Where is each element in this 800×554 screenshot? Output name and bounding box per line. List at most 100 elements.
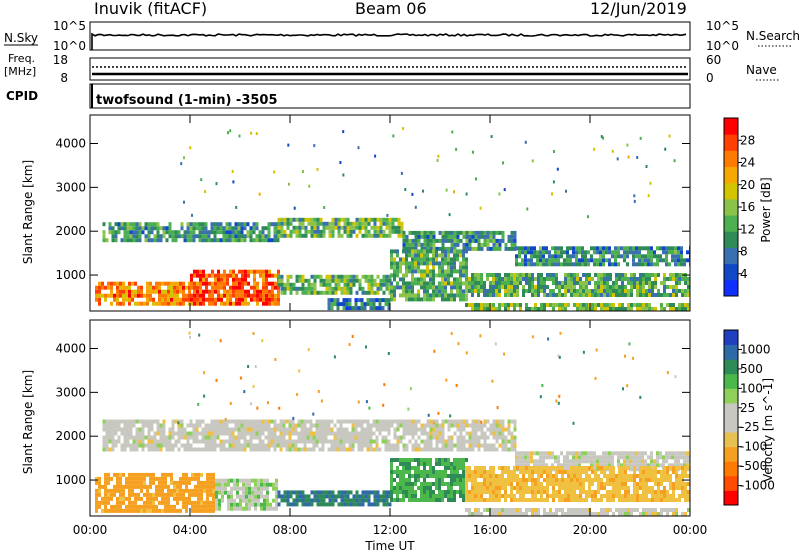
x-tick-label: 16:00 (473, 523, 508, 537)
colorbar-swatch (724, 402, 738, 418)
y-tick-label: 1000 (55, 473, 86, 487)
velocity-echo-band (95, 472, 215, 513)
power-echo-band (515, 246, 690, 267)
colorbar-swatch (724, 475, 738, 491)
frequency-panel: Freq. [MHz] 18 8 60 0 Nave (4, 52, 780, 85)
colorbar-swatch (724, 182, 738, 200)
velocity-echo-band (465, 466, 690, 502)
y-tick-label: 4000 (55, 342, 86, 356)
power-echo-band (465, 273, 690, 297)
colorbar-tick-label: 12 (740, 222, 755, 236)
colorbar-swatch (724, 359, 738, 375)
colorbar-tick-label: -1000 (740, 479, 775, 493)
colorbar-frame (723, 329, 739, 506)
freq-left-tick-bottom: 8 (60, 71, 68, 85)
nsearch-label: N.Search (746, 29, 800, 43)
beam-title: Beam 06 (355, 0, 427, 18)
velocity-ylabel: Slant Range [km] (21, 370, 35, 474)
colorbar-tick-label: 100 (740, 381, 763, 395)
x-tick-label: 20:00 (573, 523, 608, 537)
velocity-echo-band (515, 451, 690, 472)
power-ylabel: Slant Range [km] (21, 160, 35, 264)
cpid-label: CPID (6, 89, 38, 103)
power-echo-band (327, 298, 391, 311)
cpid-panel: CPID twofsound (1-min) -3505 (6, 83, 691, 109)
power-echo-band (465, 303, 690, 311)
colorbar-swatch (724, 330, 738, 346)
colorbar-tick-label: -500 (740, 459, 767, 473)
freq-right-tick-bottom: 0 (706, 71, 714, 85)
colorbar-swatch (724, 344, 738, 360)
colorbar-tick-label: -25 (740, 420, 760, 434)
velocity-colorbar-label: Velocity [m s^-1] (761, 378, 775, 482)
date-title: 12/Jun/2019 (590, 0, 687, 18)
colorbar-swatch (724, 231, 738, 248)
velocity-echo-band (215, 478, 278, 511)
nave-label: Nave (746, 63, 777, 77)
velocity-echo-band (390, 458, 468, 502)
site-title: Inuvik (fitACF) (94, 0, 207, 18)
x-tick-label: 00:00 (673, 523, 708, 537)
power-echo-band (95, 281, 191, 306)
x-tick-label: 00:00 (73, 523, 108, 537)
cpid-text: twofsound (1-min) -3505 (96, 93, 278, 108)
x-tick-label: 12:00 (373, 523, 408, 537)
colorbar-tick-label: 25 (740, 401, 755, 415)
power-echo-band (102, 222, 280, 243)
y-tick-label: 3000 (55, 385, 86, 399)
colorbar-swatch (724, 461, 738, 477)
power-echo-band (390, 249, 468, 302)
colorbar-swatch (724, 247, 738, 265)
colorbar-swatch (724, 373, 738, 389)
power-echo-band (190, 269, 280, 306)
freq-right-tick-top: 60 (706, 53, 721, 67)
power-echo-band (277, 217, 404, 238)
colorbar-tick-label: 500 (740, 362, 763, 376)
velocity-echo-band (277, 490, 392, 507)
colorbar-swatch (724, 215, 738, 232)
colorbar-tick-label: 8 (740, 245, 748, 259)
velocity-heatmap-panel: 1000 2000 3000 4000 00:00 04:00 08:00 12:00 16:0… (55, 319, 708, 537)
colorbar-swatch (724, 263, 738, 281)
y-tick-label: 3000 (55, 180, 86, 194)
velocity-echo-cells (95, 331, 690, 516)
power-colorbar-label: Power [dB] (759, 177, 773, 242)
colorbar-tick-label: 28 (740, 133, 755, 147)
colorbar-tick-label: 16 (740, 200, 755, 214)
noise-right-tick-top: 10^5 (706, 19, 739, 33)
colorbar-swatch (724, 198, 738, 216)
time-xlabel: Time UT (364, 539, 415, 553)
x-tick-label: 04:00 (173, 523, 208, 537)
colorbar-tick-label: 24 (740, 156, 755, 170)
power-echo-cells (95, 127, 690, 311)
nsky-label: N.Sky (4, 31, 38, 45)
colorbar-tick-label: -100 (740, 440, 767, 454)
colorbar-swatch (724, 446, 738, 462)
y-tick-label: 2000 (55, 429, 86, 443)
y-tick-label: 1000 (55, 268, 86, 282)
velocity-echo-band (465, 508, 690, 516)
colorbar-swatch (724, 490, 738, 506)
velocity-echo-band (102, 419, 517, 452)
colorbar-swatch (724, 417, 738, 433)
colorbar-swatch (724, 134, 738, 151)
freq-label: Freq. (8, 52, 35, 65)
colorbar-tick-label: 20 (740, 178, 755, 192)
noise-left-tick-bottom: 10^0 (53, 39, 86, 53)
y-tick-label: 2000 (55, 224, 86, 238)
colorbar-swatch (724, 150, 738, 168)
freq-left-tick-top: 18 (53, 53, 68, 67)
power-echo-band (277, 274, 392, 295)
power-heatmap-panel: 1000 2000 3000 4000 (55, 114, 691, 312)
colorbar-swatch (724, 432, 738, 448)
y-tick-label: 4000 (55, 137, 86, 151)
velocity-colorbar: 1000 500 100 25 -25 -100 -500 -1000 (723, 329, 775, 506)
colorbar-swatch (724, 388, 738, 404)
x-tick-label: 08:00 (273, 523, 308, 537)
freq-unit-label: [MHz] (4, 65, 36, 78)
colorbar-swatch (724, 166, 738, 184)
noise-right-tick-bottom: 10^0 (706, 39, 739, 53)
colorbar-tick-label: 4 (740, 267, 748, 281)
colorbar-swatch (724, 118, 738, 135)
